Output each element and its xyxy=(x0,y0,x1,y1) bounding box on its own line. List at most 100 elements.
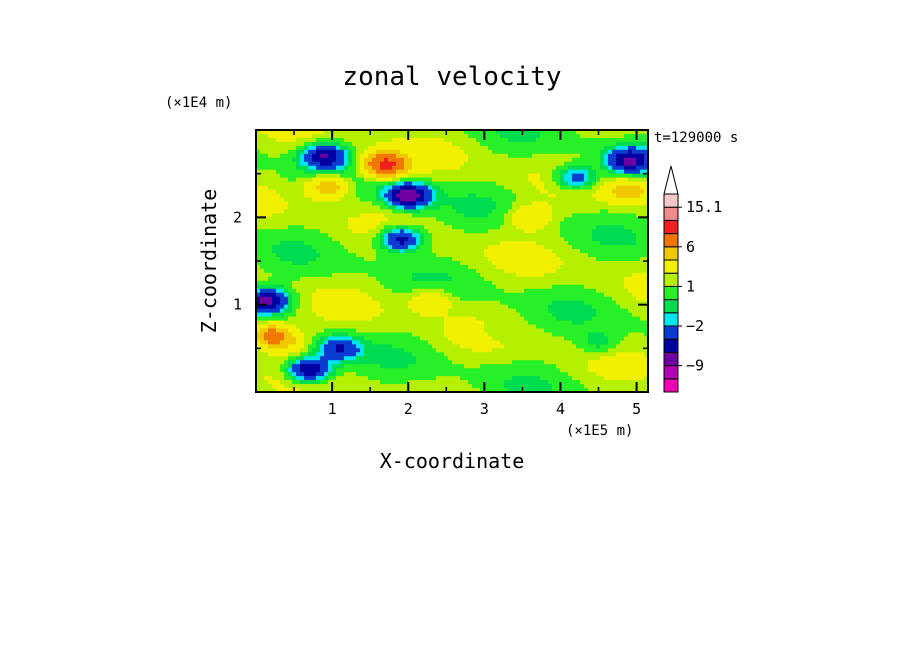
field-cell xyxy=(532,316,537,322)
field-cell xyxy=(396,169,401,175)
field-cell xyxy=(520,292,525,298)
field-cell xyxy=(304,193,309,199)
field-cell xyxy=(296,249,301,254)
field-cell xyxy=(296,300,301,306)
field-cell xyxy=(324,241,329,246)
field-cell xyxy=(476,229,481,234)
field-cell xyxy=(596,193,601,199)
field-cell xyxy=(568,324,573,330)
field-cell xyxy=(288,245,293,250)
field-cell xyxy=(436,288,441,294)
field-cell xyxy=(364,137,369,143)
field-cell xyxy=(628,229,633,234)
field-cell xyxy=(320,253,325,258)
field-cell xyxy=(280,308,285,314)
field-cell xyxy=(272,185,277,191)
field-cell xyxy=(628,328,633,334)
field-cell xyxy=(428,288,433,294)
field-cell xyxy=(508,237,513,242)
field-cell xyxy=(560,320,565,326)
field-cell xyxy=(408,296,413,302)
field-cell xyxy=(472,161,477,167)
field-cell xyxy=(468,209,473,214)
field-cell xyxy=(620,300,625,306)
field-cell xyxy=(608,241,613,246)
field-cell xyxy=(356,316,361,322)
field-cell xyxy=(440,169,445,175)
field-cell xyxy=(632,169,637,175)
field-cell xyxy=(608,253,613,258)
field-cell xyxy=(524,161,529,167)
field-cell xyxy=(292,276,297,282)
field-cell xyxy=(624,276,629,282)
field-cell xyxy=(488,141,493,147)
field-cell xyxy=(580,173,585,179)
field-cell xyxy=(296,145,301,151)
field-cell xyxy=(416,268,421,274)
field-cell xyxy=(600,145,605,151)
field-cell xyxy=(548,312,553,318)
field-cell xyxy=(564,153,569,159)
field-cell xyxy=(416,264,421,270)
field-cell xyxy=(624,141,629,147)
field-cell xyxy=(316,272,321,278)
field-cell xyxy=(292,177,297,183)
field-cell xyxy=(328,284,333,290)
field-cell xyxy=(636,173,641,179)
field-cell xyxy=(528,264,533,270)
field-cell xyxy=(396,161,401,167)
field-cell xyxy=(420,241,425,246)
field-cell xyxy=(536,193,541,199)
field-cell xyxy=(420,181,425,187)
field-cell xyxy=(260,241,265,246)
field-cell xyxy=(508,312,513,318)
field-cell xyxy=(336,324,341,330)
field-cell xyxy=(316,300,321,306)
field-cell xyxy=(564,157,569,163)
field-cell xyxy=(432,272,437,278)
field-cell xyxy=(528,292,533,298)
field-cell xyxy=(460,213,465,218)
field-cell xyxy=(568,233,573,238)
field-cell xyxy=(356,245,361,250)
field-cell xyxy=(632,272,637,278)
field-cell xyxy=(504,197,509,203)
field-cell xyxy=(292,280,297,286)
field-cell xyxy=(444,316,449,322)
field-cell xyxy=(420,177,425,183)
field-cell xyxy=(552,225,557,230)
field-cell xyxy=(492,304,497,310)
field-cell xyxy=(380,201,385,207)
field-cell xyxy=(536,308,541,314)
field-cell xyxy=(572,225,577,230)
field-cell xyxy=(336,145,341,151)
field-cell xyxy=(404,145,409,151)
field-cell xyxy=(468,308,473,314)
field-cell xyxy=(416,185,421,191)
field-cell xyxy=(596,205,601,210)
field-cell xyxy=(392,284,397,290)
field-cell xyxy=(520,308,525,314)
field-cell xyxy=(464,229,469,234)
field-cell xyxy=(408,276,413,282)
field-cell xyxy=(396,249,401,254)
field-cell xyxy=(376,288,381,294)
field-cell xyxy=(436,257,441,262)
field-cell xyxy=(296,205,301,210)
field-cell xyxy=(544,261,549,266)
field-cell xyxy=(544,288,549,294)
field-cell xyxy=(340,296,345,302)
field-cell xyxy=(360,209,365,214)
field-cell xyxy=(320,268,325,274)
field-cell xyxy=(356,284,361,290)
field-cell xyxy=(348,257,353,262)
field-cell xyxy=(480,320,485,326)
field-cell xyxy=(256,189,261,195)
field-cell xyxy=(436,320,441,326)
field-cell xyxy=(636,169,641,175)
field-cell xyxy=(644,272,649,278)
field-cell xyxy=(292,185,297,191)
field-cell xyxy=(604,197,609,203)
field-cell xyxy=(264,284,269,290)
field-cell xyxy=(596,145,601,151)
